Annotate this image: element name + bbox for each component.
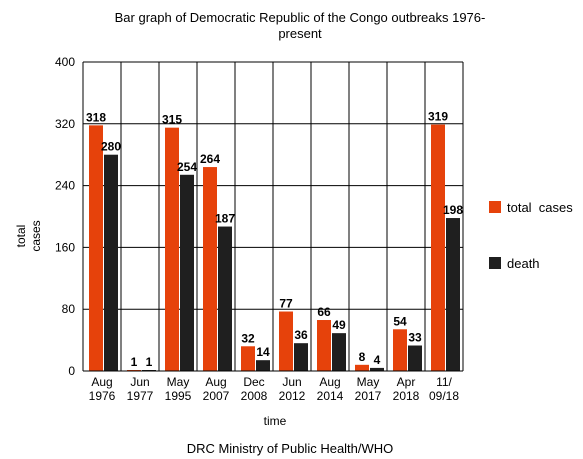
data-label-death: 187 <box>215 212 235 226</box>
x-tick-label: 2007 <box>203 389 230 403</box>
data-label-total-cases: 315 <box>162 113 182 127</box>
x-tick-label: Aug <box>319 375 340 389</box>
data-label-death: 280 <box>101 140 121 154</box>
bar-total-cases <box>279 311 293 371</box>
bar-total-cases <box>431 124 445 371</box>
data-label-death: 198 <box>443 203 463 217</box>
x-tick-label: 2012 <box>279 389 306 403</box>
y-tick-label: 320 <box>55 117 75 131</box>
data-label-death: 4 <box>374 353 381 367</box>
data-label-death: 14 <box>256 345 270 359</box>
bar-death <box>370 367 384 371</box>
data-label-death: 36 <box>294 328 308 342</box>
bar-total-cases <box>241 346 255 371</box>
bar-death <box>180 174 194 371</box>
x-tick-label: Apr <box>397 375 416 389</box>
x-tick-label: Jun <box>130 375 149 389</box>
data-label-total-cases: 1 <box>131 355 138 369</box>
data-label-total-cases: 318 <box>86 110 106 124</box>
chart-title-line-1: Bar graph of Democratic Republic of the … <box>115 10 486 25</box>
legend-swatch-death <box>489 257 501 269</box>
x-tick-label: 2017 <box>355 389 382 403</box>
y-tick-label: 400 <box>55 55 75 69</box>
data-label-total-cases: 32 <box>241 331 255 345</box>
data-label-total-cases: 8 <box>359 350 366 364</box>
bar-total-cases <box>89 125 103 371</box>
x-tick-label: 2014 <box>317 389 344 403</box>
x-tick-label: 1977 <box>127 389 154 403</box>
bar-death <box>104 154 118 371</box>
data-label-death: 49 <box>332 318 346 332</box>
data-label-total-cases: 54 <box>393 314 407 328</box>
data-label-total-cases: 77 <box>279 297 293 311</box>
bar-total-cases <box>393 329 407 371</box>
y-axis-title-line-1: total <box>14 225 28 248</box>
legend-swatch-total-cases <box>489 201 501 213</box>
data-label-death: 1 <box>146 355 153 369</box>
x-tick-label: May <box>167 375 190 389</box>
x-tick-label: 2008 <box>241 389 268 403</box>
x-tick-label: Aug <box>91 375 112 389</box>
x-tick-label: 2018 <box>393 389 420 403</box>
bar-total-cases <box>203 167 217 371</box>
data-label-death: 33 <box>408 331 422 345</box>
legend: total cases death <box>489 200 573 271</box>
y-axis-title-line-2: cases <box>29 220 43 251</box>
data-label-total-cases: 264 <box>200 152 220 166</box>
chart-title-line-2: present <box>278 26 322 41</box>
bar-death <box>218 226 232 371</box>
x-tick-label: 11/ <box>436 375 452 389</box>
x-tick-label: May <box>357 375 380 389</box>
legend-label-total-cases: total cases <box>507 200 573 215</box>
bar-total-cases <box>355 364 369 371</box>
data-label-total-cases: 319 <box>428 110 448 124</box>
x-tick-label: Jun <box>282 375 301 389</box>
y-tick-label: 240 <box>55 179 75 193</box>
bar-total-cases <box>165 127 179 371</box>
bar-death <box>332 333 346 371</box>
x-tick-label: Dec <box>243 375 264 389</box>
legend-label-death: death <box>507 256 540 271</box>
bar-death <box>446 218 460 371</box>
x-axis-title: time <box>264 414 287 428</box>
y-tick-label: 0 <box>68 364 75 378</box>
x-tick-label: 1976 <box>89 389 116 403</box>
data-label-total-cases: 66 <box>317 305 331 319</box>
x-tick-label: 1995 <box>165 389 192 403</box>
y-tick-label: 160 <box>55 240 75 254</box>
x-tick-label: Aug <box>205 375 226 389</box>
bar-death <box>294 343 308 371</box>
source-note: DRC Ministry of Public Health/WHO <box>187 441 394 456</box>
bar-death <box>256 360 270 371</box>
bar-total-cases <box>317 320 331 371</box>
data-label-death: 254 <box>177 160 197 174</box>
y-tick-label: 80 <box>62 302 76 316</box>
bar-death <box>408 345 422 371</box>
x-tick-label: 09/18 <box>429 389 459 403</box>
